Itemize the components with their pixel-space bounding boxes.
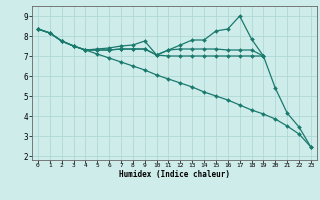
X-axis label: Humidex (Indice chaleur): Humidex (Indice chaleur) [119,170,230,179]
